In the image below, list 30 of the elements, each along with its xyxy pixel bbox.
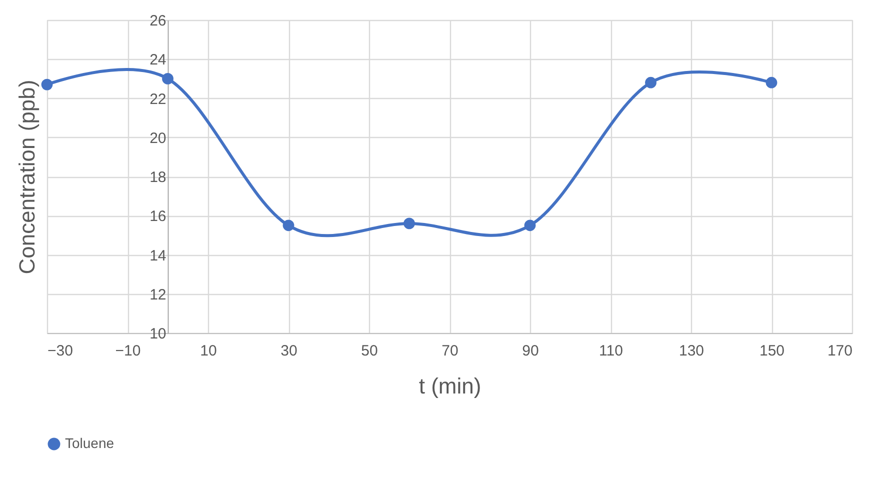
point — [282, 220, 294, 232]
x-tick-label: 170 — [827, 342, 852, 360]
x-tick-label: 130 — [678, 342, 704, 360]
x-tick-label: 10 — [200, 342, 217, 360]
x-tick-label: 30 — [280, 342, 298, 360]
y-axis-title: Concentration (ppb) — [14, 80, 40, 274]
point — [524, 220, 536, 232]
y-tick-label: 22 — [150, 90, 166, 108]
x-tick-label: 150 — [759, 342, 785, 360]
y-tick-label: 14 — [150, 247, 166, 264]
x-tick-label: −30 — [48, 342, 73, 360]
point — [766, 76, 778, 88]
y-tick-label: 10 — [150, 326, 166, 342]
x-tick-label: 110 — [599, 342, 623, 360]
y-tick-label: 12 — [150, 286, 166, 304]
x-tick-label: −10 — [115, 342, 141, 360]
y-tick-label: 24 — [150, 52, 166, 69]
y-tick-label: 16 — [150, 208, 166, 226]
point — [645, 76, 656, 88]
y-tick-label: 20 — [150, 130, 166, 147]
x-axis-title: t (min) — [418, 374, 482, 398]
point — [404, 218, 415, 230]
x-tick-label: 90 — [522, 342, 539, 360]
y-tick-label: 18 — [150, 169, 166, 186]
point — [162, 73, 174, 84]
x-tick-label: 50 — [361, 342, 378, 360]
point — [41, 78, 53, 90]
legend-label: Toluene — [65, 435, 114, 451]
y-tick-label: 26 — [150, 12, 166, 30]
x-tick-label: 70 — [442, 342, 458, 360]
